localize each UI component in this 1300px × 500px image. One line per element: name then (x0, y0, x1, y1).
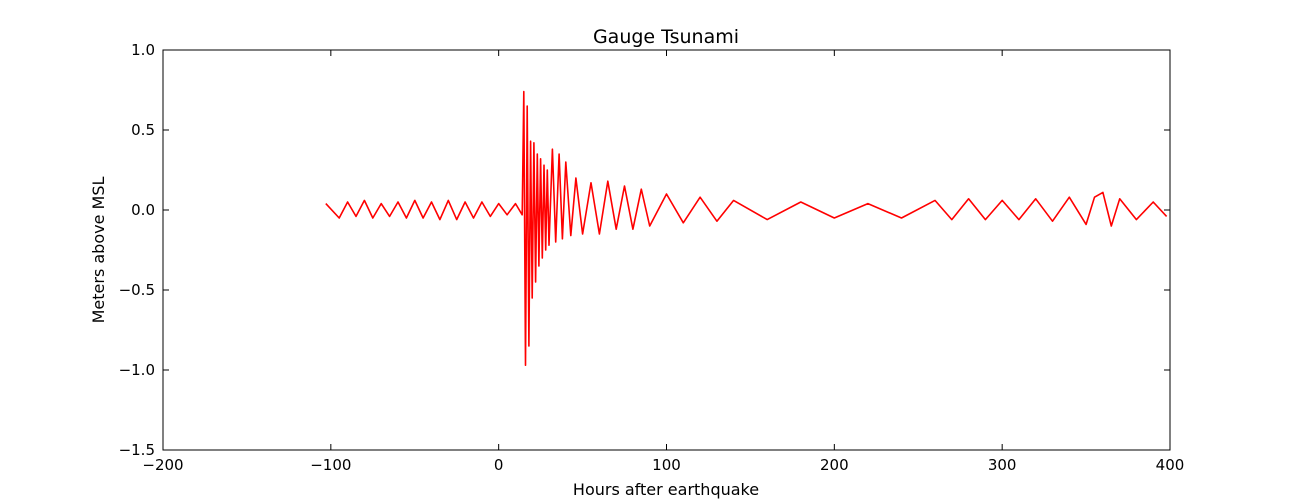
y-tick-label: 1.0 (131, 41, 155, 59)
y-tick-label: −1.0 (119, 361, 155, 379)
x-tick-label: −200 (142, 456, 183, 474)
plot-area (163, 50, 1170, 450)
x-tick-label: 200 (820, 456, 849, 474)
x-tick-label: 300 (988, 456, 1017, 474)
chart-title: Gauge Tsunami (593, 26, 739, 48)
y-axis-label: Meters above MSL (89, 177, 108, 324)
x-axis-label: Hours after earthquake (573, 480, 759, 499)
y-tick-label: 0.5 (131, 121, 155, 139)
x-tick-label: −100 (310, 456, 351, 474)
x-tick-label: 0 (494, 456, 504, 474)
y-tick-label: 0.0 (131, 201, 155, 219)
series-line-0 (325, 90, 1168, 367)
y-tick-label: −1.5 (119, 441, 155, 459)
x-tick-label: 100 (652, 456, 681, 474)
series-layer (325, 90, 1168, 367)
y-tick-label: −0.5 (119, 281, 155, 299)
ticks-layer: −200 −100 0 100 200 300 400 −1.5 −1.0 −0.5 0.0 0.5 1… (119, 41, 1185, 474)
x-tick-label: 400 (1156, 456, 1185, 474)
